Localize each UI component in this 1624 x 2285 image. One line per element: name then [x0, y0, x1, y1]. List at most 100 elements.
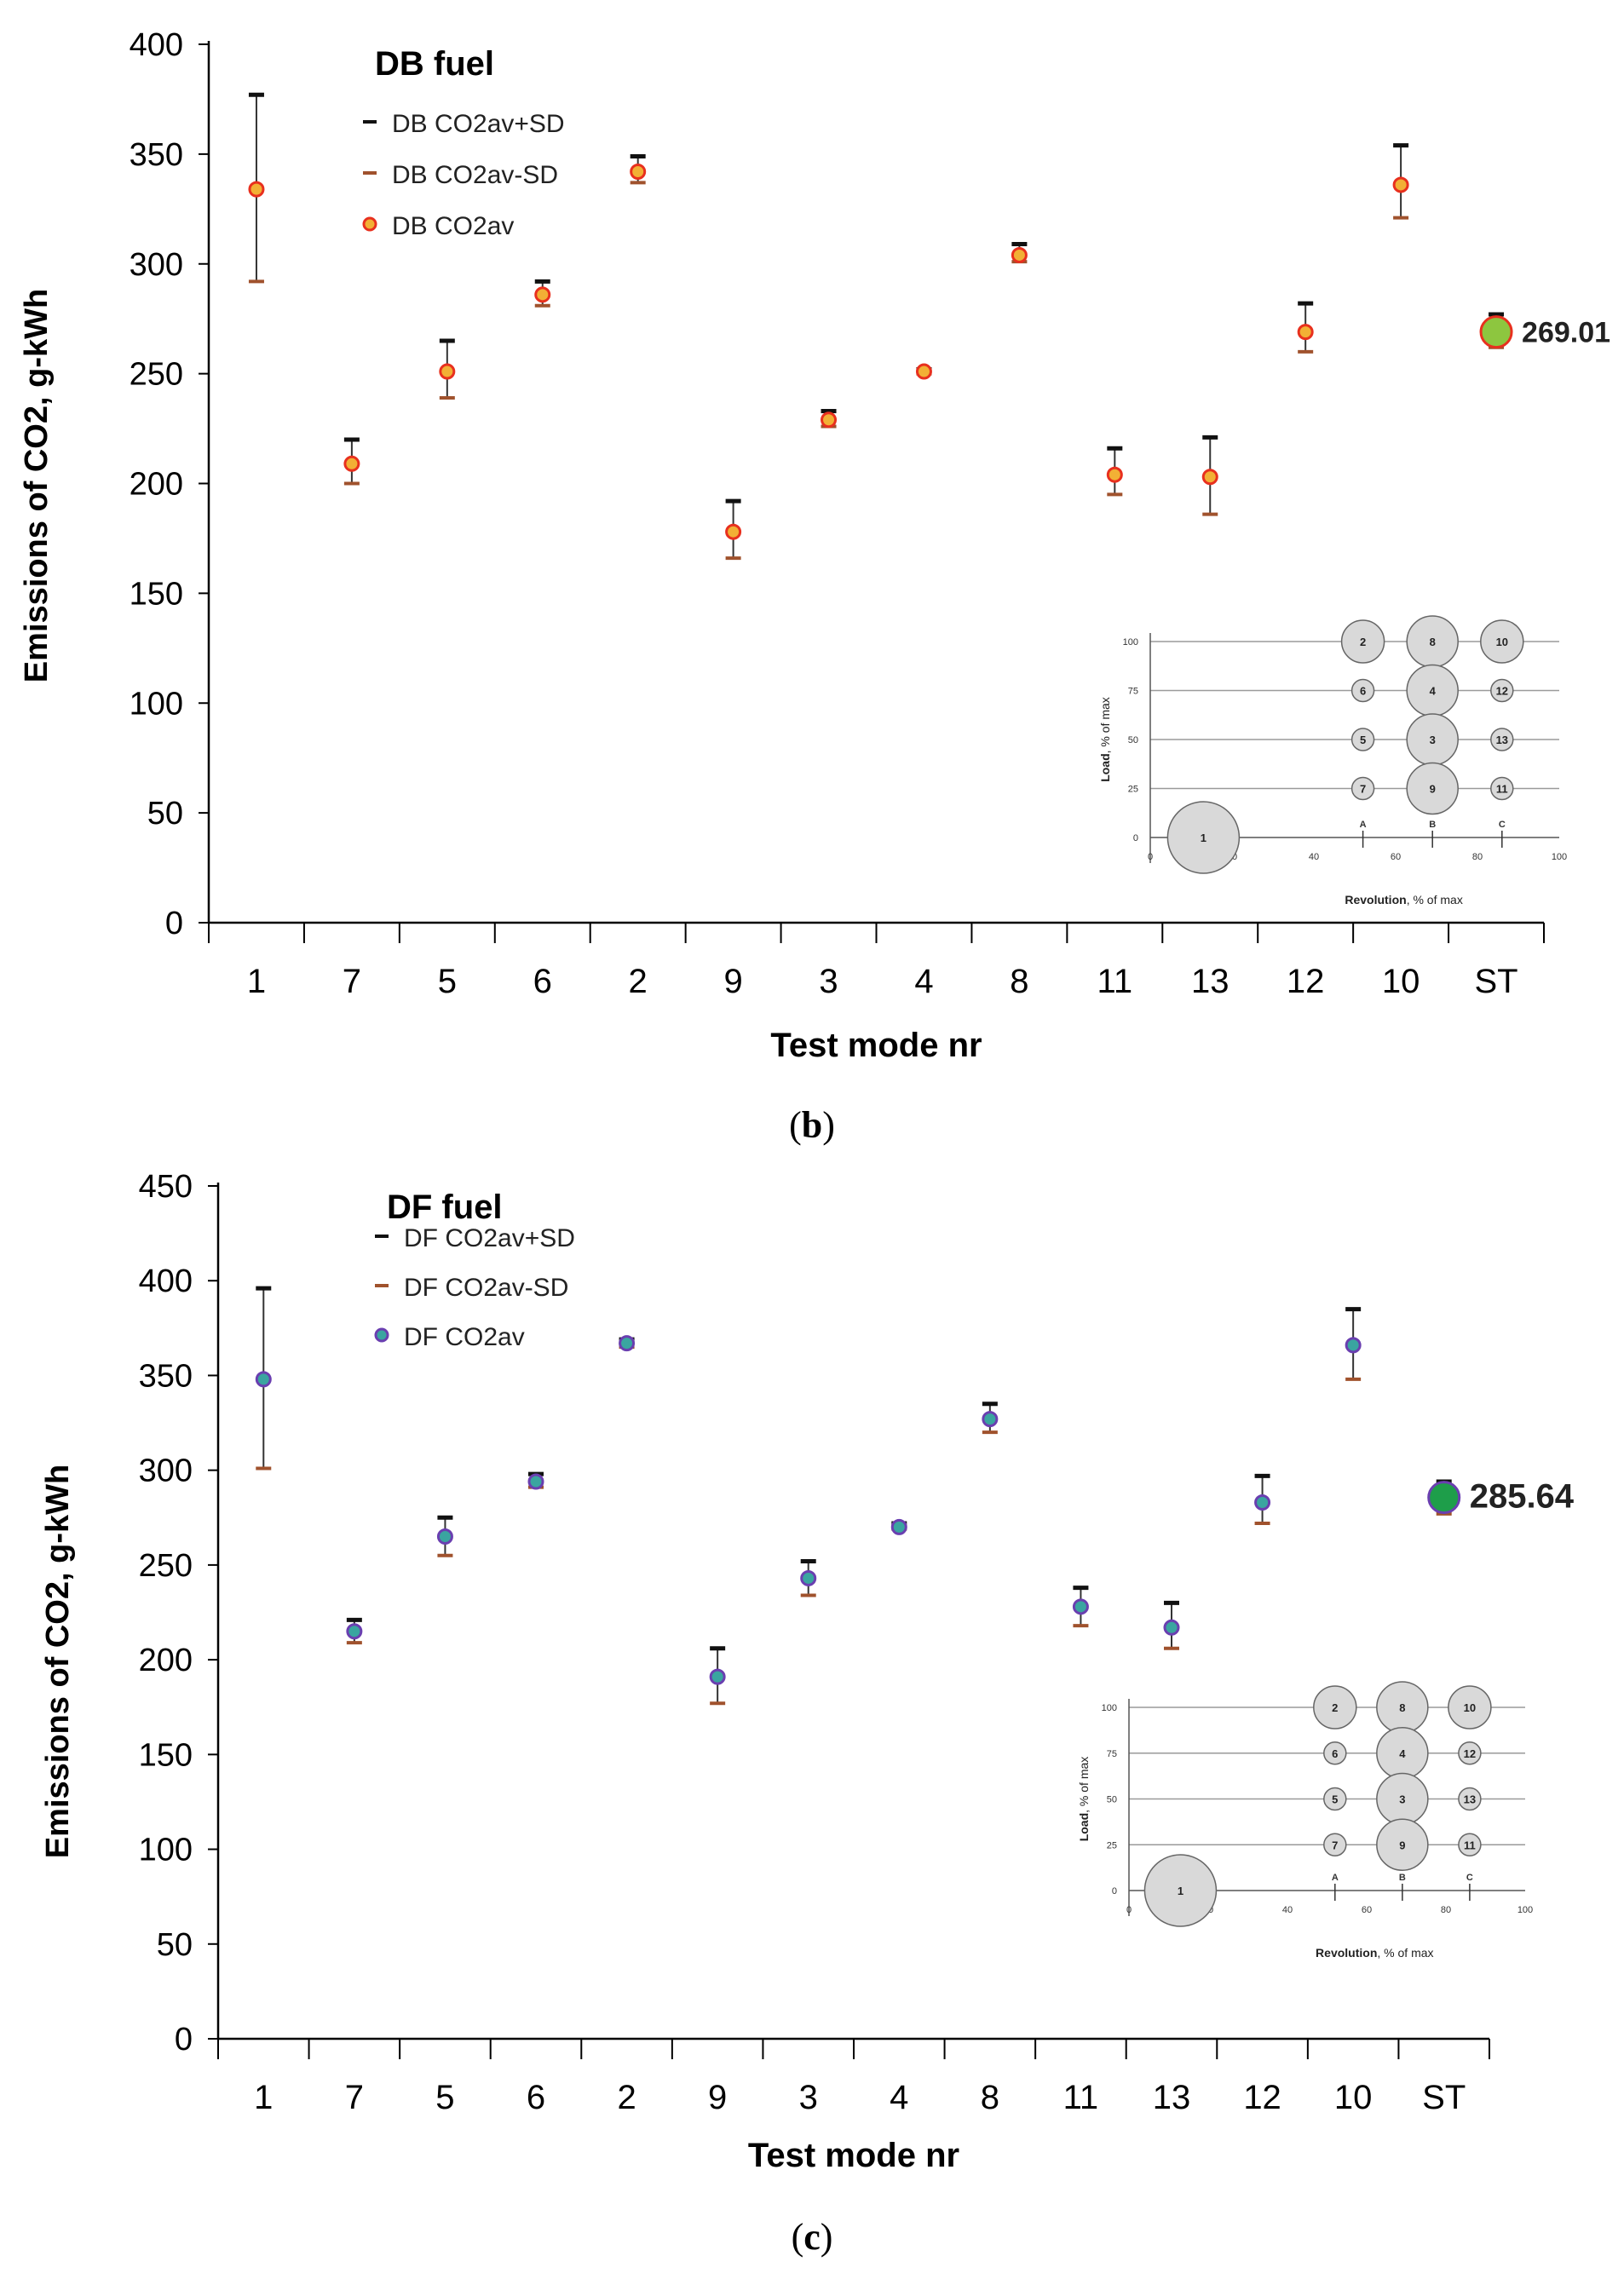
inset-mode-circle [1490, 728, 1514, 751]
inset-y-tick-label: 100 [1102, 1703, 1117, 1713]
inset-x-tick-label: 40 [1282, 1905, 1293, 1915]
inset-y-tick-label: 0 [1133, 833, 1138, 843]
inset-mode-label: 12 [1496, 685, 1508, 698]
chart-title: DB fuel [375, 45, 494, 83]
legend-label: DB CO2av+SD [392, 110, 565, 138]
inset-mode-circle [1406, 762, 1459, 815]
inset-mode-label: 4 [1399, 1747, 1406, 1760]
y-axis-title: Emissions of CO2, g-kWh [19, 289, 55, 682]
y-tick-label: 0 [175, 2022, 193, 2058]
data-point [527, 1473, 544, 1490]
inset-test-cycle-diagram: 0255075100020406080100ABC128106412531379… [1098, 615, 1567, 907]
inset-mode-circle [1143, 1854, 1218, 1927]
x-tick-label: 11 [1097, 963, 1133, 1000]
inset-mode-label: 6 [1332, 1747, 1338, 1760]
inset-y-axis-title: Load, % of max [1077, 1757, 1091, 1842]
inset-y-tick-label: 25 [1128, 785, 1138, 795]
x-tick-label: ST [1474, 963, 1517, 1000]
x-tick-label: 8 [981, 2079, 999, 2116]
inset-mode-circle [1313, 1685, 1357, 1730]
data-point [346, 1623, 363, 1640]
st-point [1479, 315, 1513, 349]
inset-x-tick-label: 100 [1517, 1905, 1533, 1915]
x-tick-label: 5 [435, 2079, 454, 2116]
caption-letter: b [802, 1104, 822, 1146]
inset-x-axis-title: Revolution, % of max [1345, 893, 1462, 907]
inset-x-tick-label: 100 [1552, 852, 1567, 862]
caption-close: ) [821, 2216, 833, 2258]
inset-y-tick-label: 50 [1128, 735, 1138, 745]
data-point [725, 523, 742, 540]
chart-title: DF fuel [387, 1189, 503, 1226]
inset-speed-marker-label: B [1399, 1873, 1406, 1883]
data-point [1345, 1337, 1362, 1354]
data-point [821, 412, 838, 429]
inset-mode-circle [1350, 728, 1375, 751]
legend-label: DB CO2av [392, 212, 514, 240]
y-axis-title: Emissions of CO2, g-kWh [40, 1465, 76, 1858]
inset-mode-label: 9 [1399, 1839, 1405, 1851]
inset-mode-circle [1490, 776, 1514, 801]
inset-mode-circle [1458, 1787, 1482, 1811]
x-tick-label: 2 [617, 2079, 636, 2116]
inset-mode-label: 12 [1464, 1747, 1476, 1760]
data-point [343, 455, 360, 472]
caption-open: ( [792, 2216, 804, 2258]
inset-mode-label: 4 [1430, 685, 1437, 698]
x-tick-label: ST [1422, 2079, 1466, 2116]
y-tick-label: 400 [130, 27, 183, 63]
panel-caption: (c) [792, 2216, 833, 2258]
data-point [709, 1668, 726, 1685]
inset-speed-marker-label: C [1466, 1873, 1473, 1883]
y-tick-label: 150 [139, 1737, 193, 1773]
panel-caption: (b) [789, 1104, 835, 1146]
inset-mode-label: 10 [1496, 636, 1508, 648]
data-point [619, 1335, 636, 1352]
st-point [1427, 1481, 1461, 1515]
inset-y-tick-label: 75 [1128, 687, 1138, 697]
y-tick-label: 300 [130, 247, 183, 283]
x-tick-label: 3 [819, 963, 838, 1000]
inset-mode-circle [1376, 1818, 1429, 1871]
data-point [915, 363, 932, 380]
data-point [982, 1411, 999, 1428]
inset-x-axis-title-bold: Revolution [1316, 1946, 1377, 1960]
x-tick-label: 10 [1382, 963, 1420, 1000]
x-tick-label: 13 [1153, 2079, 1191, 2116]
inset-mode-label: 8 [1430, 636, 1436, 648]
inset-mode-circle [1323, 1741, 1347, 1765]
caption-open: ( [789, 1104, 802, 1146]
inset-mode-circle [1323, 1787, 1347, 1811]
data-point [1163, 1619, 1180, 1636]
x-axis-title: Test mode nr [770, 1027, 982, 1064]
inset-x-axis-title: Revolution, % of max [1316, 1946, 1433, 1960]
x-tick-label: 2 [629, 963, 648, 1000]
x-tick-label: 3 [799, 2079, 818, 2116]
inset-mode-label: 5 [1332, 1793, 1338, 1806]
data-point [1254, 1494, 1271, 1511]
inset-mode-label: 10 [1464, 1701, 1476, 1714]
x-tick-label: 9 [708, 2079, 727, 2116]
inset-mode-circle [1458, 1741, 1482, 1765]
data-point [1297, 324, 1314, 341]
inset-x-tick-label: 60 [1391, 852, 1401, 862]
x-axis-title: Test mode nr [748, 2137, 959, 2174]
data-point [630, 163, 647, 180]
inset-x-tick-label: 40 [1309, 852, 1319, 862]
data-point [890, 1518, 907, 1535]
inset-y-tick-label: 0 [1112, 1886, 1117, 1896]
inset-mode-label: 8 [1399, 1701, 1405, 1714]
inset-speed-marker-label: C [1499, 820, 1506, 830]
inset-x-axis-title-rest: , % of max [1407, 893, 1463, 907]
y-tick-label: 250 [139, 1548, 193, 1584]
y-tick-label: 100 [130, 686, 183, 722]
inset-x-tick-label: 0 [1126, 1905, 1132, 1915]
inset-speed-marker-label: A [1332, 1873, 1339, 1883]
inset-mode-label: 9 [1430, 783, 1436, 796]
inset-test-cycle-diagram: 0255075100020406080100ABC128106412531379… [1077, 1681, 1533, 1960]
st-value-label: 285.64 [1470, 1478, 1575, 1516]
x-tick-label: 7 [343, 963, 361, 1000]
data-point [1072, 1598, 1089, 1615]
x-tick-label: 11 [1063, 2079, 1099, 2116]
